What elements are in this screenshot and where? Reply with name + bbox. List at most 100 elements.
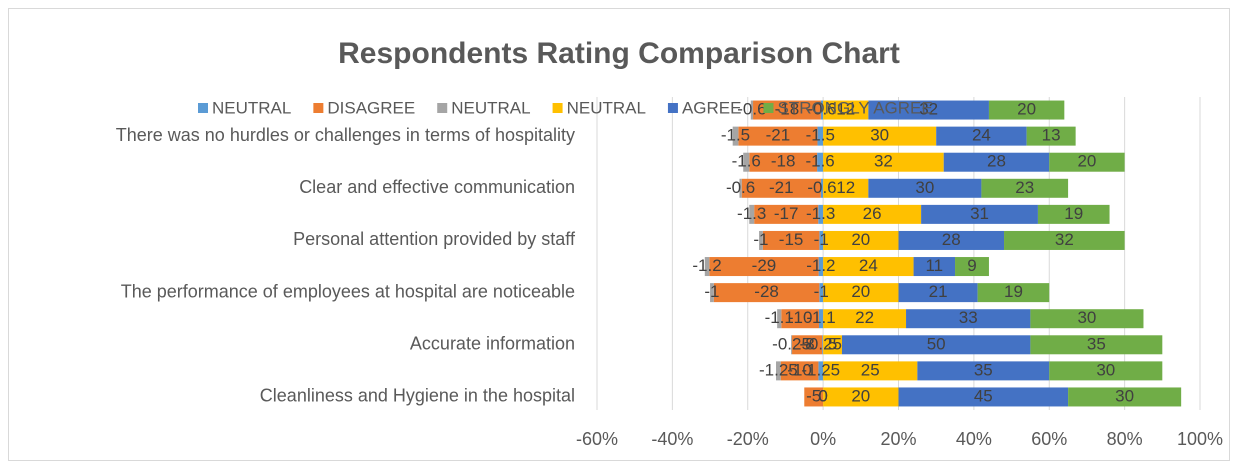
data-label: 24 <box>972 126 991 145</box>
data-label: 35 <box>974 360 993 379</box>
legend-label: STRONGLY AGREE <box>777 98 932 117</box>
bar-segment <box>818 204 824 224</box>
bar-segment <box>913 257 956 277</box>
bar-segment <box>762 230 820 250</box>
data-label: 12 <box>836 100 855 119</box>
bar-segment <box>743 152 750 172</box>
legend-swatch <box>763 103 774 113</box>
bar-segment <box>776 361 781 381</box>
data-label: 5 <box>828 334 837 353</box>
bar-segment <box>823 100 869 120</box>
bar-segment <box>704 257 710 277</box>
bar-segment <box>818 257 824 277</box>
legend-swatch <box>313 103 324 113</box>
data-label: 50 <box>927 334 946 353</box>
data-label: -28 <box>754 282 779 301</box>
bar-segment <box>898 230 1005 250</box>
data-label: -21 <box>766 126 791 145</box>
data-label: -1.1 <box>765 308 794 327</box>
x-tick-label: 60% <box>1031 429 1067 449</box>
bar-segment <box>792 335 823 355</box>
x-tick-label: 100% <box>1177 429 1223 449</box>
data-label: 33 <box>959 308 978 327</box>
data-label: -1.3 <box>737 204 766 223</box>
bar-segment <box>791 335 793 355</box>
data-label: 0 <box>818 386 827 405</box>
bar-segment <box>1030 309 1144 329</box>
data-label: -10 <box>788 308 813 327</box>
x-tick-label: -40% <box>651 429 693 449</box>
bar-segment <box>777 309 782 329</box>
bar-segment <box>823 126 937 146</box>
bar-segment <box>921 204 1038 224</box>
bar-segment <box>738 126 818 146</box>
bar-segment <box>823 309 907 329</box>
legend-swatch <box>437 103 448 113</box>
bar-segment <box>818 361 824 381</box>
bar-segment <box>1068 387 1182 407</box>
data-label: 21 <box>929 282 948 301</box>
labels: -60% -40% -20% 0% 20% 40% 60% 80% 100% -0.6 -18 -0.… <box>116 100 1223 449</box>
data-label: -0.25 <box>803 334 842 353</box>
bar-segment <box>1030 335 1163 355</box>
legend: NEUTRAL DISAGREE NEUTRAL NEUTRAL AGREE STRONG… <box>198 98 933 117</box>
data-label: -10 <box>787 360 812 379</box>
bar-segment <box>955 257 989 277</box>
data-label: -21 <box>769 178 794 197</box>
legend-label: NEUTRAL <box>567 98 646 117</box>
bar-segment <box>898 387 1069 407</box>
bar-segment <box>823 283 899 303</box>
bar-segment <box>823 152 944 172</box>
bar-segment <box>732 126 739 146</box>
data-label: 20 <box>851 230 870 249</box>
bar-segment <box>868 100 989 120</box>
data-label: 30 <box>1115 386 1134 405</box>
bar-segment <box>749 204 755 224</box>
data-label: 32 <box>919 100 938 119</box>
data-label: 30 <box>870 126 889 145</box>
data-label: -1.2 <box>692 256 721 275</box>
data-label: 26 <box>863 204 882 223</box>
data-label: -0.6 <box>737 100 766 119</box>
bar-segment <box>906 309 1031 329</box>
bar-segment <box>709 257 819 277</box>
bar-segment <box>981 178 1069 198</box>
data-label: 20 <box>851 282 870 301</box>
bar-segment <box>818 309 824 329</box>
grid <box>596 97 1201 410</box>
bar-segment <box>823 230 899 250</box>
bar-segment <box>823 387 899 407</box>
data-label: -1.25 <box>759 360 798 379</box>
bar-segment <box>819 283 824 303</box>
data-label: -1.25 <box>801 360 840 379</box>
bar-segment <box>1026 126 1076 146</box>
data-label: 23 <box>1015 178 1034 197</box>
data-label: 28 <box>942 230 961 249</box>
data-label: 35 <box>1087 334 1106 353</box>
bar-segment <box>749 152 818 172</box>
bar-segment <box>823 335 842 355</box>
data-label: 19 <box>1004 282 1023 301</box>
bar-segment <box>817 152 824 172</box>
data-label: -1.6 <box>732 152 761 171</box>
data-label: 32 <box>874 152 893 171</box>
data-label: -29 <box>752 256 777 275</box>
data-label: -0.25 <box>772 334 811 353</box>
bar-segment <box>819 230 824 250</box>
data-label: 19 <box>1064 204 1083 223</box>
data-label: -15 <box>779 230 804 249</box>
bar-segment <box>710 283 714 303</box>
data-label: 24 <box>859 256 878 275</box>
data-label: -0.6 <box>726 178 755 197</box>
bar-segment <box>820 100 824 120</box>
legend-label: DISAGREE <box>327 98 415 117</box>
bar-segment <box>823 361 918 381</box>
data-label: -1.3 <box>806 204 835 223</box>
data-label: -1 <box>814 230 829 249</box>
legend-label: AGREE <box>682 98 742 117</box>
data-label: -8 <box>800 334 815 353</box>
bar-segment <box>822 335 824 355</box>
bar-segment <box>820 178 824 198</box>
bar-segment <box>804 387 824 407</box>
data-label: -1.2 <box>806 256 835 275</box>
